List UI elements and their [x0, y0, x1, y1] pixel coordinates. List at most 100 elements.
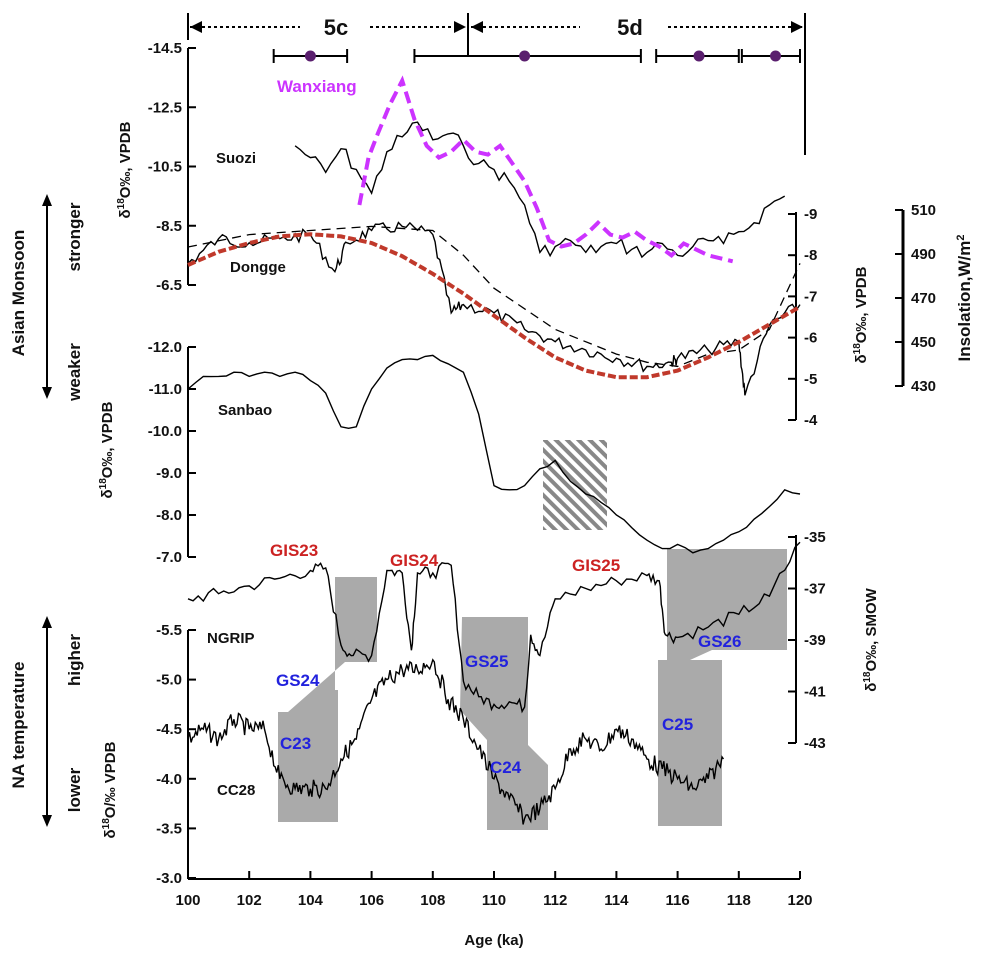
- event-c23: C23: [280, 734, 311, 753]
- gs25-shade: [460, 617, 548, 830]
- y-tick-label: -3.0: [156, 870, 182, 887]
- left-axis-1: -14.5 -12.5 -10.5 -8.5 -6.5 δ18O‰, VPDB: [116, 40, 196, 294]
- age-error-bars: [272, 49, 801, 63]
- right-axis-3: -35 -37 -39 -41 -43 δ18O‰, SMOW: [788, 529, 880, 752]
- temperature-lower-label: lower: [65, 767, 84, 812]
- series-line-dongge: [187, 221, 801, 396]
- x-axis: 100 102 104 106 108 110 112 114 116 118 120 Age (k…: [175, 871, 813, 949]
- y-tick-label: -10.5: [148, 159, 182, 176]
- y-tick-label: 490: [911, 246, 936, 263]
- series-labels: Wanxiang Suozi Dongge Sanbao NGRIP CC28: [207, 77, 357, 799]
- y-tick-label: -12.5: [148, 99, 182, 116]
- y-tick-label: -5.0: [156, 672, 182, 689]
- series-line-cc28: [187, 658, 725, 825]
- series-label-dongge: Dongge: [230, 259, 286, 276]
- x-tick-label: 114: [604, 892, 629, 909]
- shaded-regions: [278, 440, 787, 830]
- y-tick-label: 470: [911, 290, 936, 307]
- y-tick-label: -5.5: [156, 622, 182, 639]
- y-tick-label: -39: [804, 632, 826, 649]
- y-tick-label: -41: [804, 684, 826, 701]
- y-tick-label: -3.5: [156, 820, 182, 837]
- x-tick-label: 108: [420, 892, 445, 909]
- series-label-suozi: Suozi: [216, 150, 256, 167]
- y-tick-label: 450: [911, 334, 936, 351]
- right-axis-1: -9 -8 -7 -6 -5 -4 δ18O‰, VPDB: [788, 206, 870, 429]
- y-tick-label: -14.5: [148, 40, 182, 57]
- y-tick-label: -6.5: [156, 277, 182, 294]
- temperature-label: NA temperature: [9, 662, 28, 789]
- gs24-shade: [278, 577, 377, 822]
- left-axis-3-label: δ18O/‰ VPDB: [101, 741, 119, 838]
- event-gs25: GS25: [465, 652, 508, 671]
- y-tick-label: -43: [804, 735, 826, 752]
- series-line-sanbao: [187, 354, 801, 554]
- left-axis-3: -5.5 -5.0 -4.5 -4.0 -3.5 -3.0 δ18O/‰ VPDB: [101, 622, 196, 887]
- right-axis-2-label: Insolation,W/m2: [955, 234, 974, 361]
- event-c25: C25: [662, 715, 693, 734]
- right-axis-2: 510 490 470 450 430 Insolation,W/m2: [895, 202, 974, 395]
- x-tick-label: 104: [298, 892, 324, 909]
- y-tick-label: -4: [804, 412, 818, 429]
- event-gis24: GIS24: [390, 551, 439, 570]
- right-axis-1-label: δ18O‰, VPDB: [852, 266, 870, 363]
- age-bar-center: [693, 50, 705, 62]
- series-line-ngrip: [187, 541, 801, 714]
- y-tick-label: -8: [804, 247, 817, 264]
- monsoon-stronger-label: stronger: [65, 202, 84, 271]
- y-tick-label: -9: [804, 206, 817, 223]
- y-tick-label: -8.0: [156, 507, 182, 524]
- x-tick-label: 106: [359, 892, 384, 909]
- y-tick-label: -35: [804, 529, 826, 546]
- y-tick-label: -11.0: [149, 381, 182, 398]
- side-labels: Asian Monsoon stronger weaker NA tempera…: [9, 194, 84, 827]
- period-label-5d: 5d: [617, 15, 643, 40]
- y-tick-label: -4.0: [156, 771, 182, 788]
- series-label-sanbao: Sanbao: [218, 402, 272, 419]
- age-bar-center: [304, 50, 316, 62]
- x-tick-label: 120: [787, 892, 812, 909]
- x-tick-label: 116: [665, 892, 689, 909]
- x-axis-label: Age (ka): [464, 932, 523, 949]
- y-tick-label: -9.0: [156, 465, 182, 482]
- right-axis-3-label: δ18O‰, SMOW: [862, 587, 880, 691]
- y-tick-label: -6: [804, 330, 817, 347]
- event-c24: C24: [490, 758, 522, 777]
- series-label-wanxiang: Wanxiang: [277, 77, 357, 96]
- event-gs24: GS24: [276, 671, 320, 690]
- x-tick-label: 100: [175, 892, 200, 909]
- gs26-shade: [658, 549, 787, 826]
- series-layer: [187, 75, 801, 825]
- monsoon-weaker-label: weaker: [65, 343, 84, 402]
- age-bar-center: [770, 50, 782, 62]
- y-tick-label: 430: [911, 378, 936, 395]
- temperature-higher-label: higher: [65, 634, 84, 686]
- left-axis-2-label: δ18O‰, VPDB: [98, 401, 116, 498]
- age-bar-center: [519, 50, 531, 62]
- series-label-ngrip: NGRIP: [207, 630, 255, 647]
- period-bar: 5c 5d: [187, 13, 806, 155]
- event-gis23: GIS23: [270, 541, 318, 560]
- x-tick-label: 112: [543, 892, 567, 909]
- y-tick-label: -37: [804, 581, 826, 598]
- y-tick-label: -12.0: [148, 339, 182, 356]
- y-tick-label: -10.0: [148, 423, 182, 440]
- monsoon-label: Asian Monsoon: [9, 230, 28, 357]
- series-label-cc28: CC28: [217, 782, 255, 799]
- y-tick-label: 510: [911, 202, 936, 219]
- x-tick-label: 118: [727, 892, 751, 909]
- y-tick-label: -5: [804, 371, 817, 388]
- y-tick-label: -8.5: [156, 218, 182, 235]
- y-tick-label: -4.5: [156, 721, 182, 738]
- event-annotations: GIS23 GIS24 GIS25 GS24 GS25 GS26 C23 C24…: [270, 541, 741, 777]
- left-axis-1-label: δ18O‰, VPDB: [116, 121, 134, 218]
- y-tick-label: -7: [804, 288, 817, 305]
- series-line-insolation: [187, 232, 801, 380]
- series-line-dongge-dashed: [187, 225, 801, 368]
- period-label-5c: 5c: [324, 15, 348, 40]
- x-tick-label: 110: [482, 892, 506, 909]
- series-line-suozi: [294, 121, 786, 259]
- x-tick-label: 102: [237, 892, 262, 909]
- event-gs26: GS26: [698, 632, 741, 651]
